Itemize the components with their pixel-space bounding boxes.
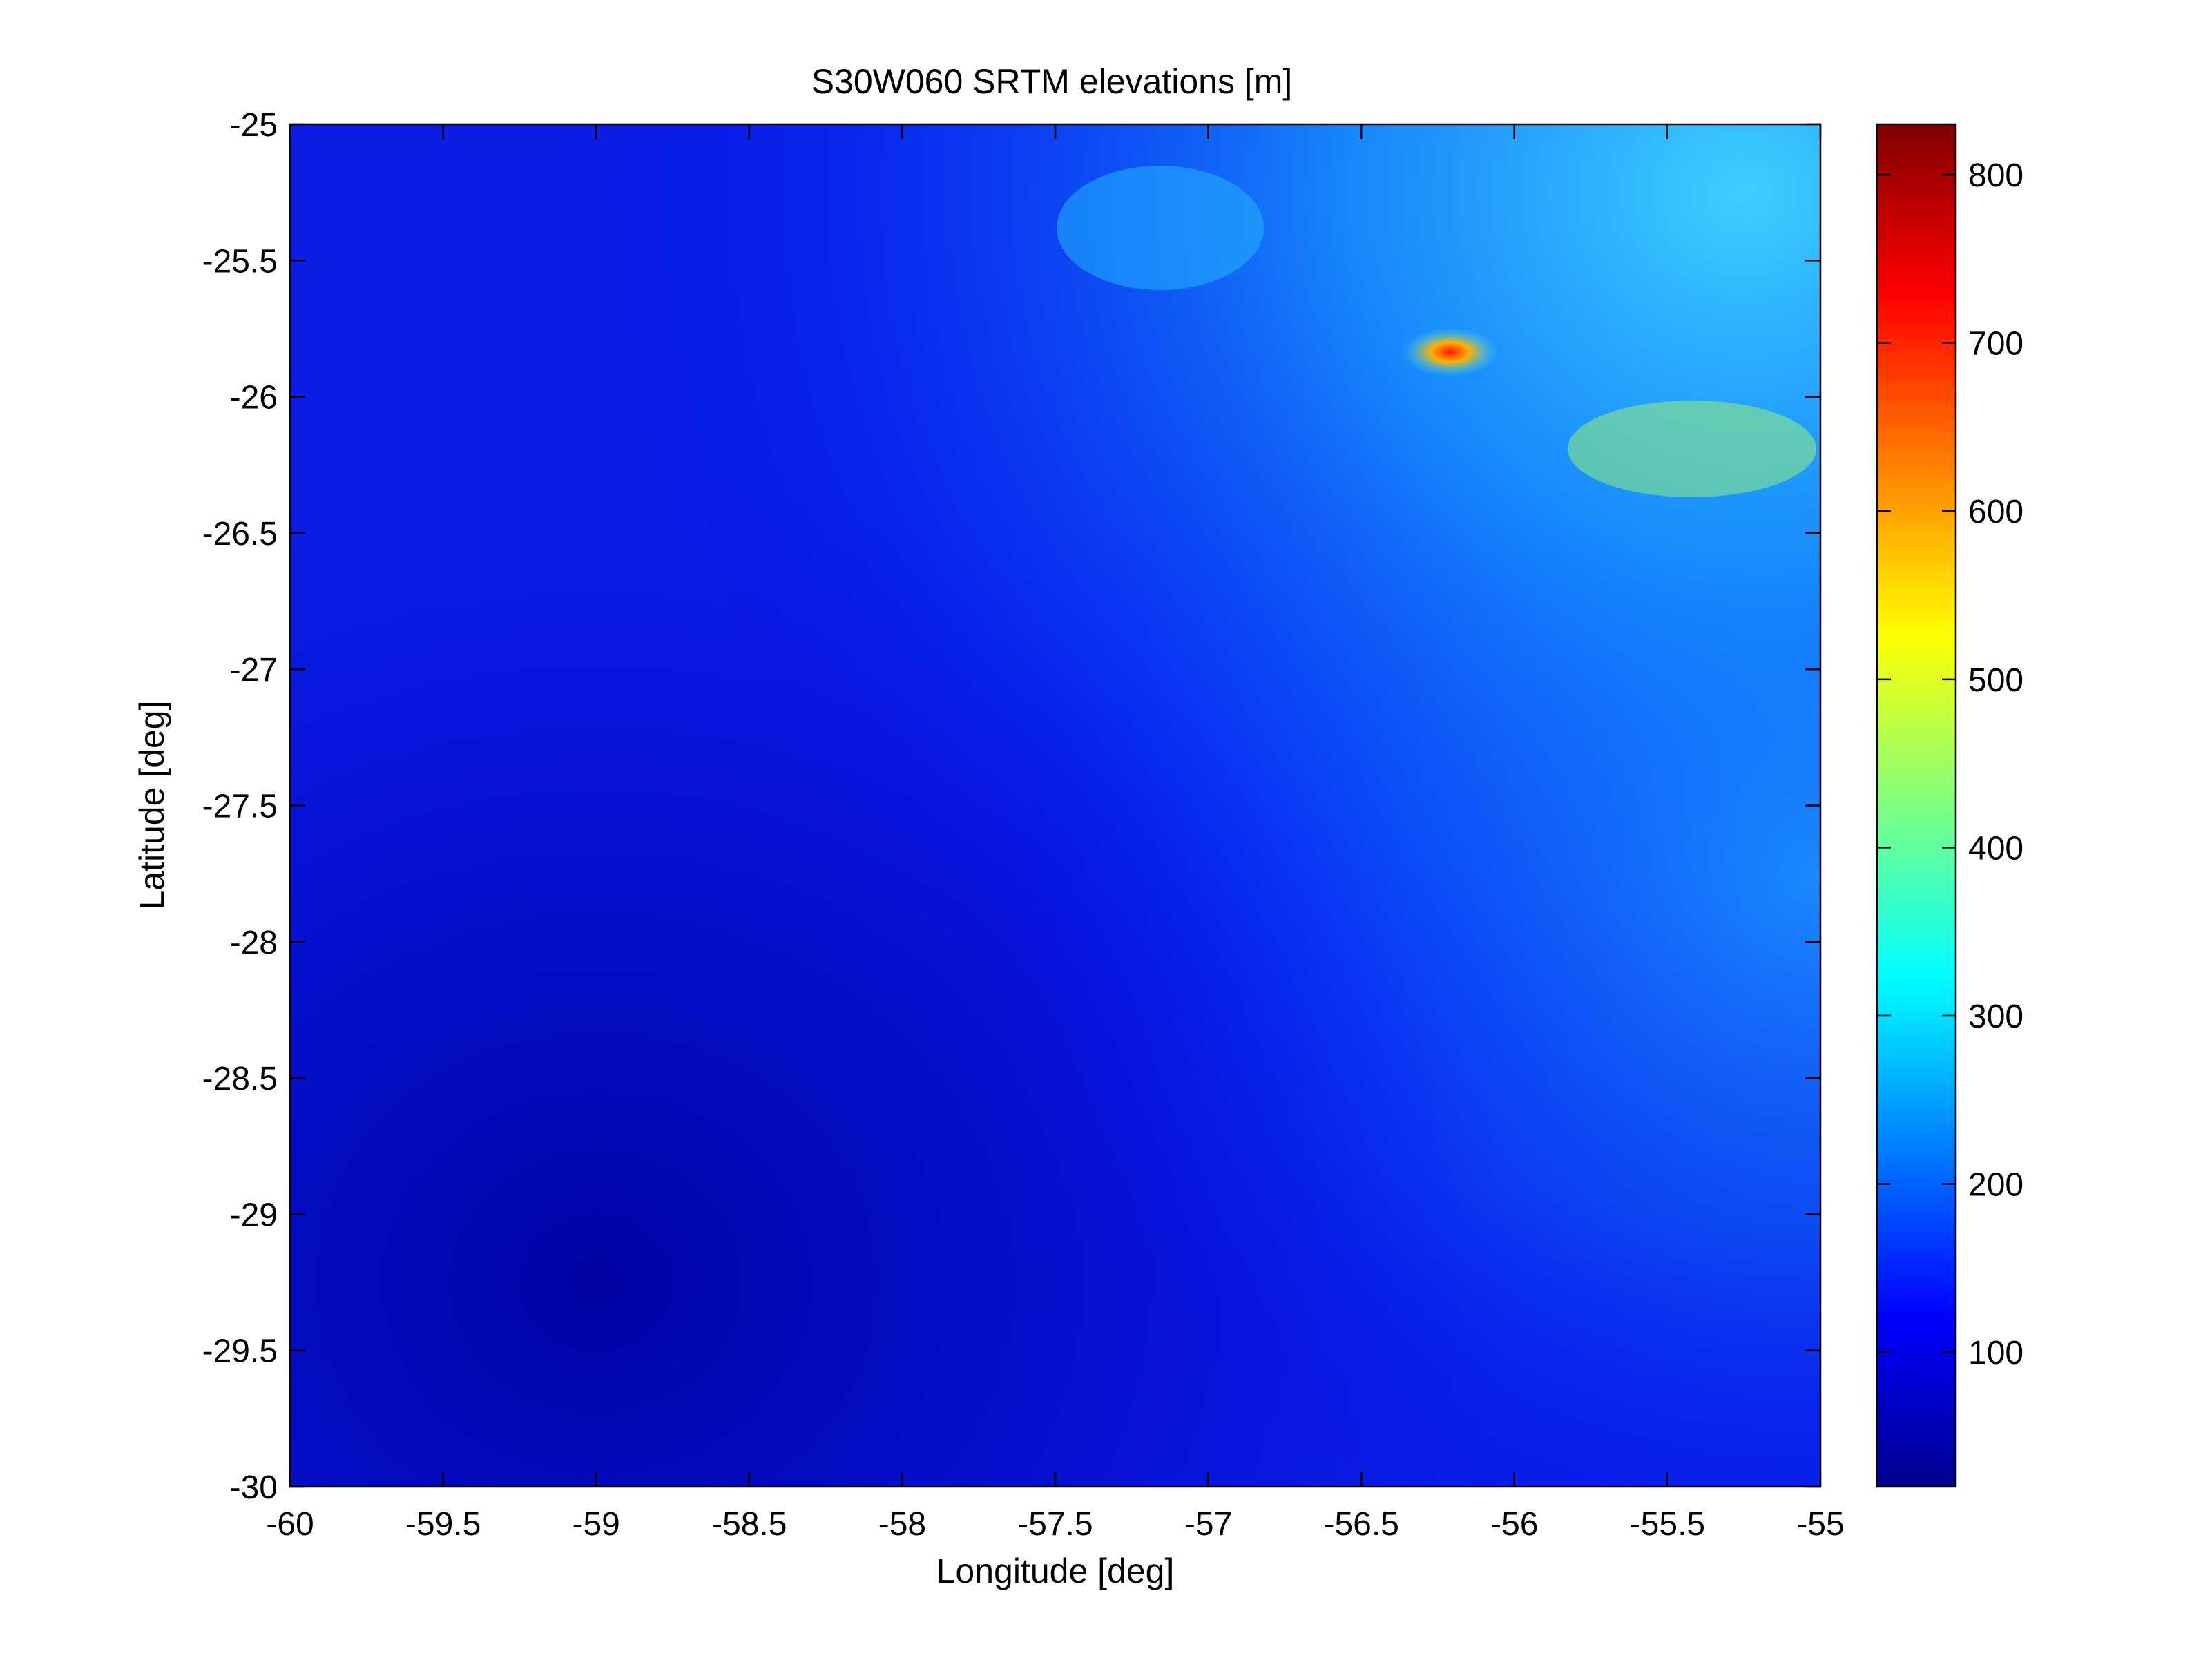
colorbar-tick-label: 300 — [1968, 999, 2023, 1035]
y-tick-label: -25.5 — [202, 243, 278, 280]
x-tick-label: -56.5 — [1323, 1506, 1398, 1543]
chart-title: S30W060 SRTM elevations [m] — [811, 62, 1293, 101]
x-tick-label: -58 — [878, 1506, 926, 1543]
colorbar-tick-label: 100 — [1968, 1335, 2023, 1371]
y-tick-label: -26.5 — [202, 516, 278, 552]
y-tick-label: -27 — [230, 652, 278, 688]
y-axis-label: Latitude [deg] — [133, 700, 171, 909]
colorbar-frame — [1876, 123, 1957, 1488]
heatmap-plot-area — [290, 124, 1820, 1487]
y-tick-label: -27.5 — [202, 789, 278, 825]
x-tick-label: -56 — [1490, 1506, 1538, 1543]
y-tick-label: -26 — [230, 380, 278, 416]
x-tick-label: -57.5 — [1017, 1506, 1093, 1543]
y-tick-label: -28 — [230, 925, 278, 961]
colorbar-tick-label: 800 — [1968, 157, 2023, 194]
elevation-peak — [1402, 328, 1499, 376]
colorbar: 100 200 300 400 500 600 700 800 — [1876, 123, 2023, 1488]
y-tick-label: -28.5 — [202, 1061, 278, 1097]
x-axis: -60 -59.5 -59 -58.5 -58 -57.5 -57 -56.5 -56 -55.5… — [266, 124, 1845, 1543]
x-tick-label: -57 — [1184, 1506, 1232, 1543]
colorbar-tick-label: 500 — [1968, 662, 2023, 699]
y-tick-label: -30 — [230, 1469, 278, 1506]
colorbar-tick-label: 200 — [1968, 1167, 2023, 1204]
colorbar-tick-label: 600 — [1968, 494, 2023, 530]
colorbar-gradient — [1877, 124, 1956, 1487]
x-tick-label: -58.5 — [711, 1506, 787, 1543]
y-tick-label: -29 — [230, 1197, 278, 1233]
x-tick-label: -59 — [573, 1506, 620, 1543]
x-tick-label: -55.5 — [1630, 1506, 1705, 1543]
x-tick-label: -55 — [1796, 1506, 1844, 1543]
elevation-northeast-highlands — [290, 124, 1820, 1487]
x-tick-label: -60 — [266, 1506, 314, 1543]
elevation-northern-ridge — [1057, 166, 1264, 290]
colorbar-tick-label: 700 — [1968, 326, 2023, 363]
colorbar-ticks: 100 200 300 400 500 600 700 800 — [1877, 157, 2023, 1371]
y-tick-label: -29.5 — [202, 1333, 278, 1370]
colorbar-tick-label: 400 — [1968, 830, 2023, 867]
y-axis: -25 -25.5 -26 -26.5 -27 -27.5 -28 -28.5 -29 -29.5… — [202, 107, 1820, 1506]
elevation-yellow-zone — [1568, 401, 1816, 497]
y-tick-label: -25 — [230, 107, 278, 144]
x-tick-label: -59.5 — [405, 1506, 481, 1543]
x-axis-label: Longitude [deg] — [936, 1552, 1175, 1590]
